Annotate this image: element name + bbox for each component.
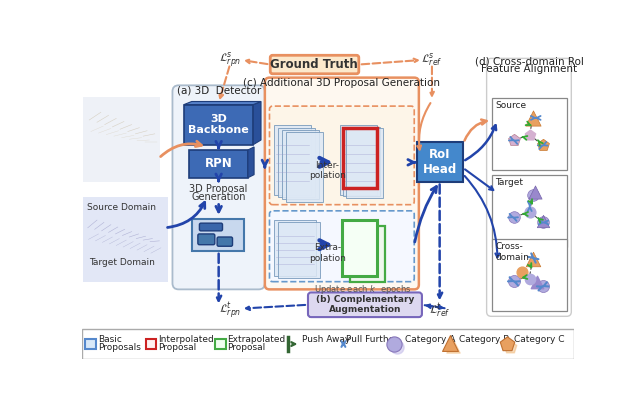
Text: Target Domain: Target Domain (89, 258, 155, 267)
Text: Ground Truth: Ground Truth (270, 58, 358, 71)
Text: Category B: Category B (459, 335, 509, 344)
FancyBboxPatch shape (486, 58, 572, 316)
FancyBboxPatch shape (308, 293, 422, 317)
Bar (492, 239, 568, 311)
Point (509, 278, 519, 285)
Point (527, 192, 538, 198)
Text: Push Away: Push Away (302, 335, 350, 344)
Text: Proposals: Proposals (98, 343, 141, 352)
Point (538, 142, 548, 149)
FancyBboxPatch shape (269, 106, 414, 205)
Bar (82, 329, 575, 359)
Text: Interpolated: Interpolated (158, 335, 214, 344)
FancyBboxPatch shape (270, 55, 359, 74)
Text: RPN: RPN (205, 157, 232, 170)
Bar (184, 104, 253, 145)
Point (509, 214, 519, 220)
Bar (492, 98, 568, 170)
Bar (278, 128, 315, 197)
Text: Category C: Category C (515, 335, 565, 344)
Bar (278, 222, 320, 278)
Bar (86, 339, 96, 349)
Bar (282, 130, 319, 199)
Bar (349, 226, 385, 282)
Point (445, 339, 455, 346)
Bar (274, 125, 311, 195)
Text: Proposal: Proposal (158, 343, 196, 352)
Bar (285, 132, 323, 202)
Text: $\mathcal{L}^s_{ref}$: $\mathcal{L}^s_{ref}$ (421, 52, 443, 69)
Point (525, 276, 535, 283)
Bar (192, 218, 244, 251)
Point (532, 278, 543, 285)
Point (392, 344, 403, 350)
Text: 3D Proposal: 3D Proposal (189, 184, 248, 194)
Text: $\mathcal{L}^t_{rpn}$: $\mathcal{L}^t_{rpn}$ (219, 300, 241, 322)
Bar (492, 175, 568, 247)
Text: Extra-
polation: Extra- polation (308, 243, 346, 263)
Text: Update each $k$  epochs: Update each $k$ epochs (314, 283, 412, 296)
Bar (145, 339, 156, 349)
Text: Generation: Generation (191, 192, 246, 202)
Text: (d) Cross-domain RoI: (d) Cross-domain RoI (474, 56, 584, 66)
Point (517, 268, 527, 275)
Bar (340, 125, 378, 195)
Text: Target: Target (495, 179, 523, 187)
Text: (b) Complementary
Augmentation: (b) Complementary Augmentation (316, 295, 414, 314)
Bar (215, 339, 225, 349)
Bar (83, 197, 168, 282)
Point (538, 219, 548, 226)
FancyBboxPatch shape (200, 223, 223, 231)
Point (504, 344, 515, 350)
Text: Source Domain: Source Domain (87, 203, 156, 212)
Text: Category A: Category A (405, 335, 456, 344)
FancyBboxPatch shape (198, 234, 215, 245)
Point (447, 343, 458, 349)
Text: 3D
Backbone: 3D Backbone (188, 114, 249, 135)
FancyBboxPatch shape (269, 211, 414, 282)
Text: Cross-
domain: Cross- domain (495, 242, 529, 262)
Text: Proposal: Proposal (227, 343, 266, 352)
Bar (274, 220, 316, 276)
Text: Pull Further: Pull Further (346, 335, 399, 344)
Bar (346, 129, 383, 198)
Text: (a) 3D  Detector: (a) 3D Detector (177, 86, 260, 96)
Point (527, 256, 538, 262)
Text: RoI
Head: RoI Head (422, 147, 457, 176)
Point (530, 189, 540, 195)
Point (525, 208, 535, 215)
Text: Basic: Basic (98, 335, 122, 344)
Point (389, 341, 399, 347)
Text: Feature Alignment: Feature Alignment (481, 64, 577, 74)
Bar (342, 220, 378, 276)
Bar (344, 127, 380, 196)
FancyBboxPatch shape (172, 85, 265, 289)
Polygon shape (248, 147, 254, 178)
FancyBboxPatch shape (265, 78, 419, 289)
Point (538, 283, 548, 290)
Text: $\mathcal{L}^s_{rpn}$: $\mathcal{L}^s_{rpn}$ (219, 50, 241, 70)
FancyBboxPatch shape (217, 237, 232, 246)
Point (525, 131, 535, 138)
Point (509, 137, 519, 143)
Text: $\mathcal{L}^t_{ref}$: $\mathcal{L}^t_{ref}$ (429, 301, 451, 320)
Bar (83, 97, 160, 182)
Bar (417, 141, 463, 182)
Text: Source: Source (495, 102, 526, 110)
Text: Inter-
polation: Inter- polation (308, 161, 346, 181)
Polygon shape (253, 102, 261, 145)
Text: (c) Additional 3D Proposal Generation: (c) Additional 3D Proposal Generation (243, 78, 440, 88)
Bar (189, 150, 248, 178)
Point (538, 218, 548, 224)
Point (527, 115, 538, 121)
Text: Extrapolated: Extrapolated (227, 335, 285, 344)
Bar (344, 128, 378, 188)
Point (502, 341, 512, 347)
Polygon shape (184, 102, 261, 104)
